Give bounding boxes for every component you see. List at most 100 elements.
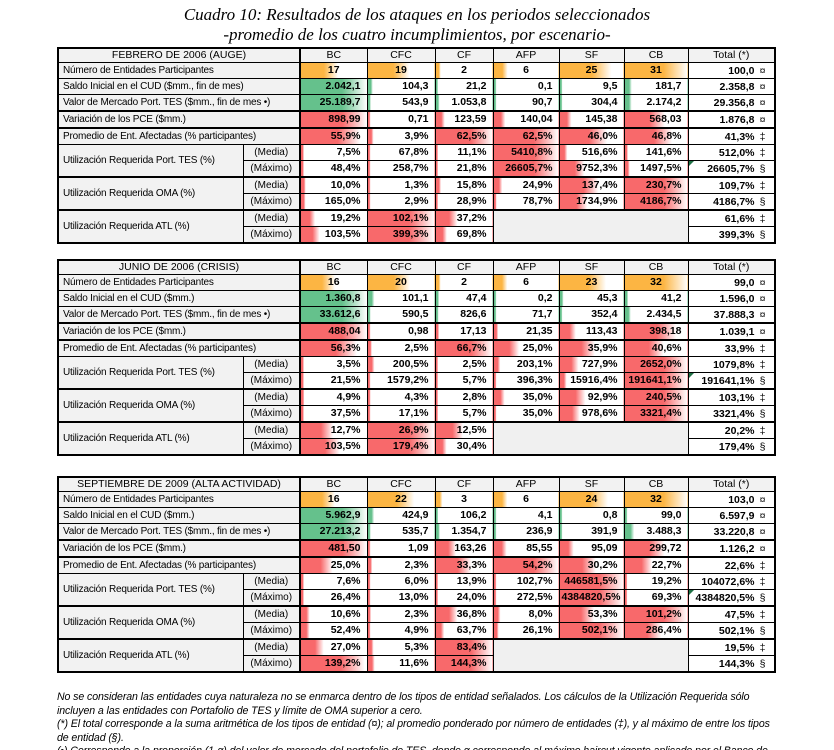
total-cell: 29.356,8 ¤: [687, 94, 776, 112]
total-cell: 109,7% ‡: [687, 176, 776, 194]
row-sublabel: (Media): [242, 421, 301, 439]
column-header: AFP: [492, 476, 560, 492]
row-sublabel: (Media): [242, 388, 301, 406]
total-symbol: ¤: [759, 543, 766, 555]
entity-value-cell: 481,50: [299, 539, 368, 558]
total-cell: 1079,8% ‡: [687, 356, 776, 373]
entity-value-cell: 21,8%: [434, 160, 494, 178]
entity-value-cell: 3321,4%: [623, 405, 689, 423]
entity-value-cell: 32: [623, 491, 689, 508]
total-cell: 2.358,8 ¤: [687, 78, 776, 95]
entity-value-cell: 2,5%: [366, 339, 436, 357]
entity-value-cell: 240,5%: [623, 388, 689, 406]
period-table: JUNIO DE 2006 (CRISIS) BC CFC CF AFP SF CB Tota…: [57, 259, 777, 456]
entity-value-cell: 63,7%: [434, 622, 494, 640]
entity-value-cell: 41,2: [623, 290, 689, 307]
entity-value-cell: 898,99: [299, 110, 368, 129]
total-cell: 104072,6% ‡: [687, 573, 776, 590]
total-cell: 37.888,3 ¤: [687, 306, 776, 324]
total-symbol: §: [759, 229, 766, 241]
entity-value-cell: 16: [299, 491, 368, 508]
entity-value-cell: 95,09: [558, 539, 625, 558]
entity-value-cell: 203,1%: [492, 356, 560, 373]
column-header: CB: [623, 476, 689, 492]
entity-value-cell: 19: [366, 62, 436, 79]
total-symbol: ¤: [759, 309, 766, 321]
entity-value-cell: 396,3%: [492, 372, 560, 390]
entity-value-cell: 13,0%: [366, 589, 436, 607]
entity-value-cell: 3,5%: [299, 356, 368, 373]
entity-value-cell: 2,5%: [434, 356, 494, 373]
row-sublabel: (Máximo): [242, 655, 301, 673]
entity-value-cell: 5410,8%: [492, 144, 560, 161]
entity-value-cell: 103,5%: [299, 438, 368, 456]
column-header: SF: [558, 476, 625, 492]
row-label: Número de Entidades Participantes: [57, 62, 301, 79]
entity-value-cell: 113,43: [558, 322, 625, 341]
total-cell: 1.039,1 ¤: [687, 322, 776, 341]
entity-value-cell: 13,9%: [434, 573, 494, 590]
total-symbol: ‡: [759, 131, 766, 143]
entity-value-cell: 424,9: [366, 507, 436, 524]
row-label: Saldo Inicial en el CUD ($mm.): [57, 507, 301, 524]
total-symbol: ¤: [759, 81, 766, 93]
row-label: Utilización Requerida ATL (%): [57, 421, 244, 456]
row-label: Variación de los PCE ($mm.): [57, 322, 301, 341]
total-cell: 502,1% §: [687, 622, 776, 640]
total-value: 399,3%: [718, 229, 755, 241]
row-sublabel: (Media): [242, 144, 301, 161]
entity-value-cell: 0,98: [366, 322, 436, 341]
entity-value-cell: 3: [434, 491, 494, 508]
entity-value-cell: 22: [366, 491, 436, 508]
total-value: 103,0: [728, 494, 755, 506]
column-header: BC: [299, 476, 368, 492]
entity-value-cell: 4384820,5%: [558, 589, 625, 607]
total-value: 1.039,1: [719, 326, 755, 338]
entity-value-cell: 106,2: [434, 507, 494, 524]
column-header: CF: [434, 476, 494, 492]
entity-value-cell: 46,0%: [558, 127, 625, 145]
entity-value-cell: 145,38: [558, 110, 625, 129]
entity-value-cell: 141,6%: [623, 144, 689, 161]
row-label: Utilización Requerida ATL (%): [57, 209, 244, 244]
entity-value-cell: 23: [558, 274, 625, 291]
entity-value-cell: 0,2: [492, 290, 560, 307]
entity-value-cell: 11,1%: [434, 144, 494, 161]
entity-value-cell: 15916,4%: [558, 372, 625, 390]
column-header: AFP: [492, 259, 560, 275]
footnotes: No se consideran las entidades cuya natu…: [57, 691, 776, 750]
entity-value-cell: 2: [434, 274, 494, 291]
row-label: Valor de Mercado Port. TES ($mm., fin de…: [57, 306, 301, 324]
total-cell: 47,5% ‡: [687, 605, 776, 623]
entity-value-cell: 516,6%: [558, 144, 625, 161]
total-symbol: §: [759, 408, 766, 420]
entity-value-cell: 53,3%: [558, 605, 625, 623]
total-symbol: ¤: [759, 114, 766, 126]
entity-value-cell: 26,1%: [492, 622, 560, 640]
entity-value-cell: 55,9%: [299, 127, 368, 145]
total-cell: 61,6% ‡: [687, 209, 776, 227]
column-header: CF: [434, 47, 494, 63]
total-cell: 26605,7% §: [687, 160, 776, 178]
row-sublabel: (Media): [242, 356, 301, 373]
entity-value-cell: 299,72: [623, 539, 689, 558]
entity-value-cell: 2.434,5: [623, 306, 689, 324]
entity-value-cell: 446581,5%: [558, 573, 625, 590]
entity-value-cell: 54,2%: [492, 556, 560, 574]
total-cell: 3321,4% §: [687, 405, 776, 423]
entity-value-cell: 1579,2%: [366, 372, 436, 390]
entity-value-cell: 25.189,7: [299, 94, 368, 112]
total-value: 179,4%: [718, 441, 755, 453]
total-symbol: §: [759, 163, 766, 175]
entity-value-cell: 37,5%: [299, 405, 368, 423]
entity-value-cell: 2,9%: [366, 193, 436, 211]
entity-value-cell: 35,0%: [492, 388, 560, 406]
entity-value-cell: 2,8%: [434, 388, 494, 406]
entity-value-cell: 568,03: [623, 110, 689, 129]
row-sublabel: (Media): [242, 209, 301, 227]
column-header: CFC: [366, 259, 436, 275]
entity-value-cell: 5,7%: [434, 372, 494, 390]
entity-value-cell: 62,5%: [492, 127, 560, 145]
total-cell: 144,3% §: [687, 655, 776, 673]
entity-value-cell: 3,9%: [366, 127, 436, 145]
